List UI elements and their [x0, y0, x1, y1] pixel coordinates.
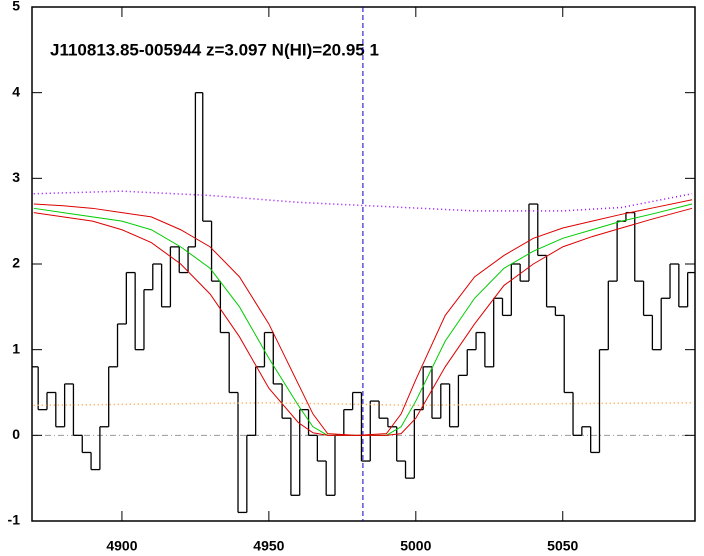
- chart-title: J110813.85-005944 z=3.097 N(HI)=20.95 1: [50, 40, 379, 59]
- model-curve: [33, 207, 693, 436]
- y-tick-label: 5: [12, 0, 20, 14]
- dotted-curve: [33, 190, 693, 212]
- x-tick-label: 5050: [547, 538, 578, 554]
- plot: [32, 7, 695, 521]
- y-tick-label: 0: [12, 426, 20, 442]
- y-tick-label: 1: [12, 340, 20, 356]
- plot-frame: [31, 6, 696, 522]
- y-tick-label: 3: [12, 169, 20, 185]
- x-tick-label: 5000: [400, 538, 431, 554]
- y-tick-label: 4: [12, 83, 20, 99]
- x-tick-label: 4950: [253, 538, 284, 554]
- dotted-curve: [33, 402, 693, 407]
- x-tick-label: 4900: [106, 538, 137, 554]
- y-tick-label: 2: [12, 255, 20, 271]
- y-tick-label: -1: [8, 512, 21, 528]
